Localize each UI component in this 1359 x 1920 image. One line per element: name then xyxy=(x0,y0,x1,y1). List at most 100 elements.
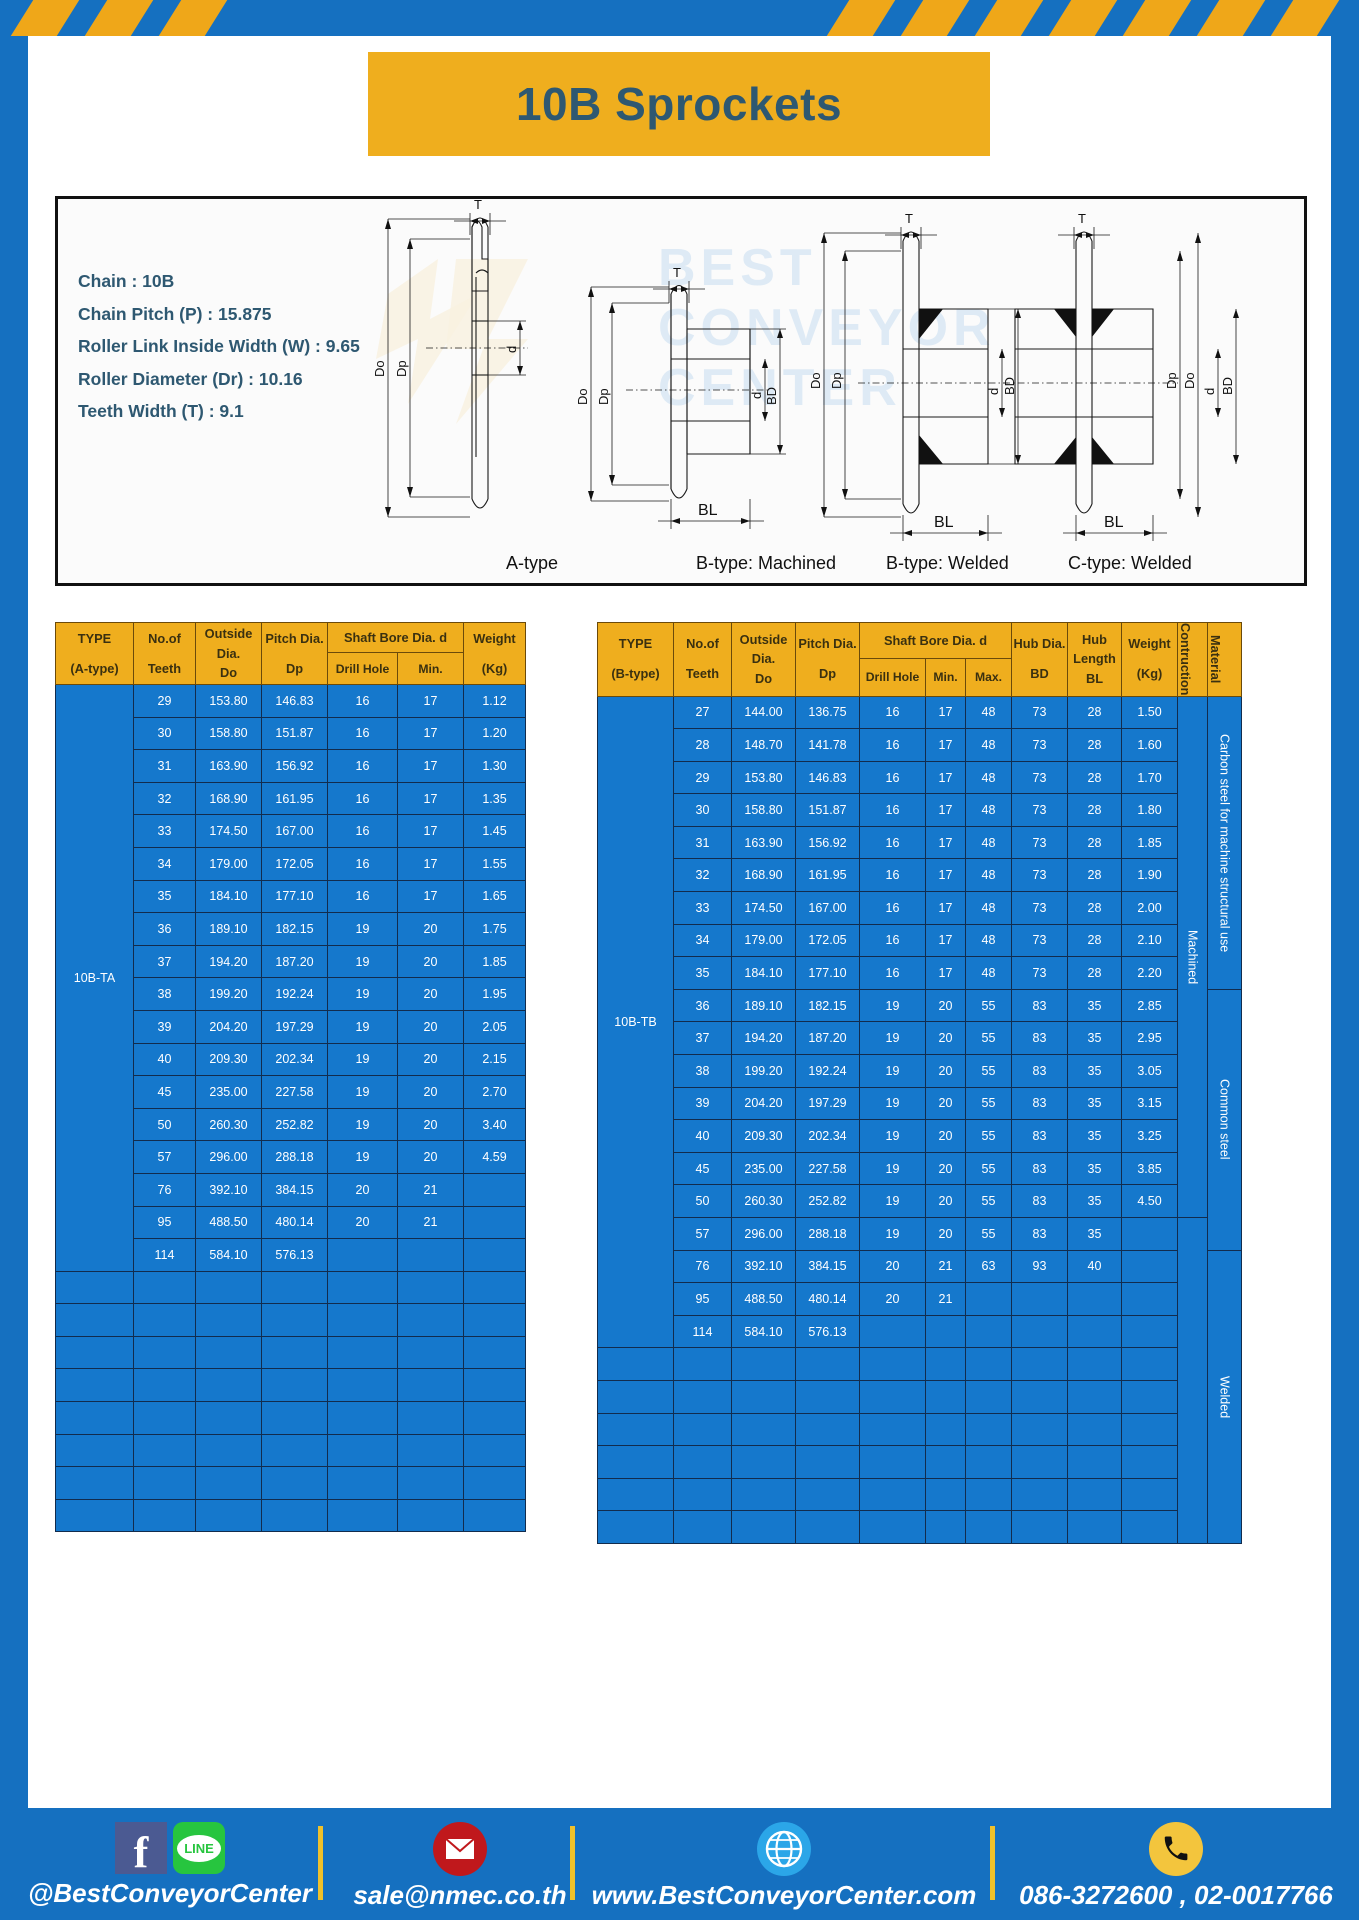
table-row xyxy=(55,1368,526,1403)
svg-text:Do: Do xyxy=(372,360,387,377)
phone-icon[interactable] xyxy=(1149,1822,1203,1876)
table-b-body: 10B-TB 27 144.00 136.75 16 17 48 73 28 1.50 Machin… xyxy=(597,695,1242,1544)
hub-length-cell: 35 xyxy=(1067,988,1122,1023)
table-a-head: TYPE (A-type) No.of Teeth Outside Dia. D… xyxy=(55,622,526,685)
hub-dia-cell: 73 xyxy=(1011,695,1068,730)
teeth-cell: 39 xyxy=(133,1009,196,1044)
bore-min-cell: 17 xyxy=(925,956,966,990)
drill-hole-cell xyxy=(859,1412,926,1447)
hub-length-cell: 35 xyxy=(1067,1086,1122,1121)
footer-website[interactable]: www.BestConveyorCenter.com xyxy=(588,1822,980,1911)
teeth-cell: 32 xyxy=(673,858,732,893)
drill-hole-cell xyxy=(327,1368,398,1403)
pitch-dia-cell: 161.95 xyxy=(261,781,328,816)
email-icon[interactable] xyxy=(433,1822,487,1876)
outside-dia-cell xyxy=(731,1445,796,1479)
spec-line: Chain Pitch (P) : 15.875 xyxy=(78,303,272,324)
bore-min-cell: 17 xyxy=(925,793,966,827)
outside-dia-cell: 209.30 xyxy=(195,1042,262,1077)
diagram-panel: Chain : 10B Chain Pitch (P) : 15.875 Rol… xyxy=(55,196,1307,586)
teeth-cell: 30 xyxy=(673,793,732,827)
th-max: Max. xyxy=(965,657,1012,697)
outside-dia-cell xyxy=(731,1510,796,1544)
drill-hole-cell: 16 xyxy=(859,923,926,958)
pitch-dia-cell: 192.24 xyxy=(795,1054,860,1088)
footer-bar: f LINE @BestConveyorCenter sale@nmec.co.… xyxy=(0,1808,1359,1920)
hub-length-cell xyxy=(1067,1379,1122,1414)
drill-hole-cell: 20 xyxy=(859,1282,926,1316)
drill-hole-cell: 19 xyxy=(859,988,926,1023)
drill-hole-cell: 16 xyxy=(327,749,398,783)
pitch-dia-cell: 384.15 xyxy=(261,1172,328,1207)
weight-cell: 2.70 xyxy=(463,1075,526,1109)
globe-icon[interactable] xyxy=(757,1822,811,1876)
table-row: 57 296.00 288.18 19 20 55 83 35 xyxy=(598,1217,1242,1544)
pitch-dia-cell: 151.87 xyxy=(261,716,328,751)
drill-hole-cell: 19 xyxy=(327,1140,398,1174)
outside-dia-cell xyxy=(731,1477,796,1512)
chevron-stripe xyxy=(4,0,86,36)
th-outside-dia: Outside Dia. Do xyxy=(195,622,262,685)
th-type-line1: TYPE xyxy=(77,630,112,646)
pitch-dia-cell: 227.58 xyxy=(261,1075,328,1109)
drill-hole-cell: 16 xyxy=(327,684,398,718)
th-teeth-line1: No.of xyxy=(686,636,719,652)
bore-min-cell xyxy=(397,1238,464,1272)
teeth-cell: 31 xyxy=(673,825,732,860)
facebook-icon[interactable]: f xyxy=(115,1822,167,1875)
bore-min-cell: 20 xyxy=(925,1086,966,1121)
weight-cell: 2.85 xyxy=(1121,988,1178,1023)
material-cell: Carbon steel for machine structural use xyxy=(1207,695,1242,990)
bore-min-cell: 17 xyxy=(925,891,966,925)
outside-dia-cell: 488.50 xyxy=(195,1205,262,1240)
hub-dia-cell xyxy=(1011,1347,1068,1381)
table-row xyxy=(55,1303,526,1337)
c-type-welded-drawing: T Do Dp d BD xyxy=(1003,211,1239,573)
hub-dia-cell: 73 xyxy=(1011,728,1068,762)
footer-phone[interactable]: 086-3272600 , 02-0017766 xyxy=(1008,1822,1344,1911)
pitch-dia-cell: 161.95 xyxy=(795,858,860,893)
teeth-cell: 50 xyxy=(133,1107,196,1142)
globe-glyph xyxy=(765,1830,803,1868)
outside-dia-cell: 235.00 xyxy=(195,1075,262,1109)
drill-hole-cell: 20 xyxy=(859,1249,926,1284)
bore-min-cell: 20 xyxy=(925,1217,966,1251)
outside-dia-cell: 260.30 xyxy=(195,1107,262,1142)
teeth-cell xyxy=(673,1445,732,1479)
th-teeth-line1: No.of xyxy=(148,630,181,646)
bore-min-cell: 20 xyxy=(925,1119,966,1153)
outside-dia-cell: 584.10 xyxy=(731,1314,796,1349)
weight-cell: 4.59 xyxy=(463,1140,526,1174)
footer-email[interactable]: sale@nmec.co.th xyxy=(336,1822,584,1911)
table-row: 40 209.30 202.34 19 20 2.15 xyxy=(56,1042,526,1077)
table-row: 37 194.20 187.20 19 20 55 83 35 2.95 xyxy=(598,1021,1242,1056)
pitch-dia-cell: 288.18 xyxy=(795,1217,860,1251)
bore-min-cell: 20 xyxy=(397,912,464,946)
drill-hole-cell: 19 xyxy=(327,1042,398,1077)
table-row: 28 148.70 141.78 16 17 48 73 28 1.60 xyxy=(598,728,1242,762)
hub-length-cell: 28 xyxy=(1067,956,1122,990)
material-text: Welded xyxy=(1217,1375,1232,1418)
hub-length-cell xyxy=(1067,1282,1122,1316)
hub-length-cell: 28 xyxy=(1067,858,1122,893)
hub-dia-cell: 73 xyxy=(1011,793,1068,827)
svg-text:T: T xyxy=(905,211,913,226)
outside-dia-cell: 158.80 xyxy=(195,716,262,751)
table-row xyxy=(55,1270,526,1305)
outside-dia-cell xyxy=(195,1433,262,1468)
line-icon[interactable]: LINE xyxy=(173,1822,225,1874)
svg-text:B-type: Machined: B-type: Machined xyxy=(696,553,836,573)
th-material-text: Material xyxy=(1208,635,1223,684)
pitch-dia-cell: 227.58 xyxy=(795,1151,860,1186)
table-row xyxy=(597,1347,1242,1381)
bore-min-cell: 17 xyxy=(397,716,464,751)
drill-hole-cell: 19 xyxy=(327,944,398,979)
hub-dia-cell: 73 xyxy=(1011,923,1068,958)
weight-cell: 1.12 xyxy=(463,684,526,718)
table-row: 35 184.10 177.10 16 17 48 73 28 2.20 xyxy=(598,956,1242,990)
footer-facebook[interactable]: f LINE @BestConveyorCenter xyxy=(20,1822,320,1909)
pitch-dia-cell xyxy=(795,1445,860,1479)
type-cell xyxy=(597,1347,674,1381)
drill-hole-cell xyxy=(327,1303,398,1337)
table-row xyxy=(597,1477,1242,1512)
